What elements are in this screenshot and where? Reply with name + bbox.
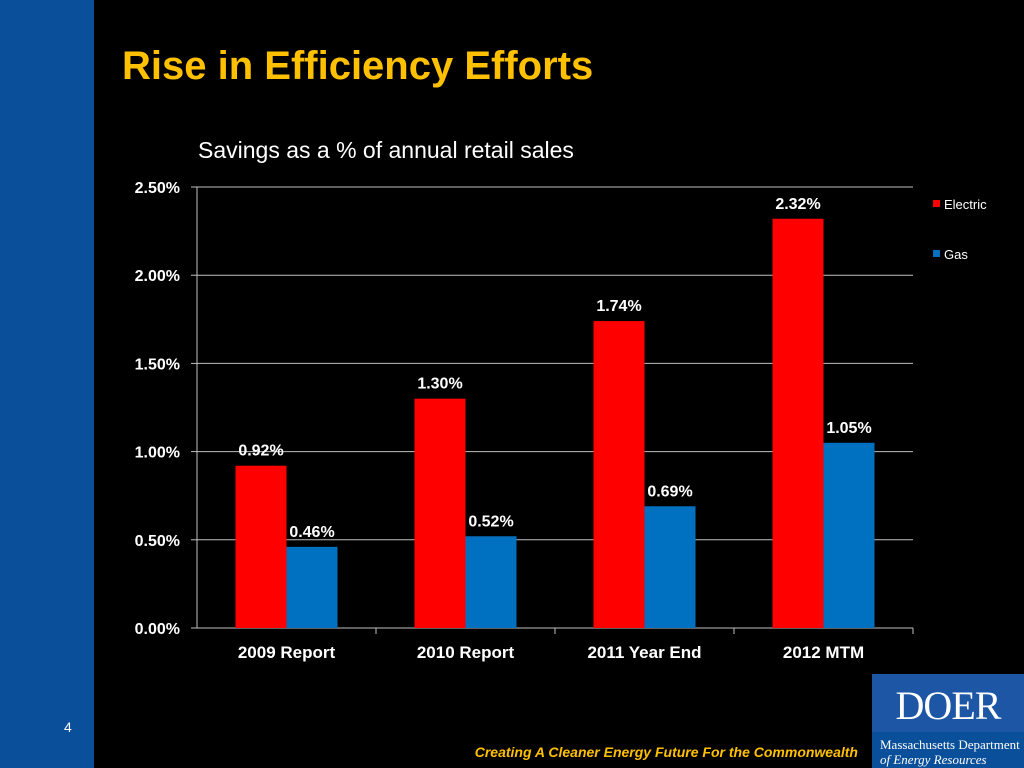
data-label: 1.74% bbox=[596, 298, 641, 315]
legend-swatch-gas bbox=[933, 250, 940, 257]
y-tick-label: 2.00% bbox=[135, 268, 180, 285]
logo-caption-line1: Massachusetts Department bbox=[880, 737, 1020, 752]
chart-title: Savings as a % of annual retail sales bbox=[198, 137, 574, 163]
x-tick-label: 2010 Report bbox=[417, 643, 515, 662]
logo-caption-line2: of Energy Resources bbox=[880, 752, 987, 767]
data-label: 0.69% bbox=[647, 483, 692, 500]
logo-wordmark: DOER bbox=[895, 683, 1002, 728]
data-label: 1.30% bbox=[417, 376, 462, 393]
bar-gas bbox=[644, 506, 696, 628]
slide-number: 4 bbox=[64, 719, 72, 735]
y-tick-label: 0.00% bbox=[135, 621, 180, 638]
slide-title: Rise in Efficiency Efforts bbox=[122, 44, 594, 88]
legend-swatch-electric bbox=[933, 200, 940, 207]
bar-electric bbox=[235, 465, 287, 628]
logo-caption: Massachusetts Department of Energy Resou… bbox=[872, 732, 1024, 768]
data-label: 0.92% bbox=[238, 443, 283, 460]
data-label: 2.32% bbox=[775, 196, 820, 213]
legend-label-gas: Gas bbox=[944, 247, 968, 262]
data-label: 0.46% bbox=[289, 524, 334, 541]
y-tick-label: 2.50% bbox=[135, 180, 180, 197]
y-tick-label: 1.00% bbox=[135, 445, 180, 462]
bar-gas bbox=[823, 442, 875, 628]
bar-electric bbox=[772, 218, 824, 628]
doer-logo: DOER Massachusetts Department of Energy … bbox=[872, 674, 1024, 768]
bar-electric bbox=[593, 321, 645, 628]
bar-gas bbox=[286, 546, 338, 628]
data-label: 1.05% bbox=[826, 420, 871, 437]
y-tick-label: 0.50% bbox=[135, 533, 180, 550]
left-band bbox=[0, 0, 94, 768]
legend-label-electric: Electric bbox=[944, 197, 987, 212]
x-tick-label: 2009 Report bbox=[238, 643, 336, 662]
tagline: Creating A Cleaner Energy Future For the… bbox=[474, 744, 858, 760]
logo-wordmark-area: DOER bbox=[872, 674, 1024, 732]
bar-electric bbox=[414, 398, 466, 628]
x-tick-label: 2012 MTM bbox=[783, 643, 864, 662]
y-tick-label: 1.50% bbox=[135, 356, 180, 373]
bar-gas bbox=[465, 536, 517, 628]
x-tick-label: 2011 Year End bbox=[587, 643, 701, 662]
data-label: 0.52% bbox=[468, 513, 513, 530]
